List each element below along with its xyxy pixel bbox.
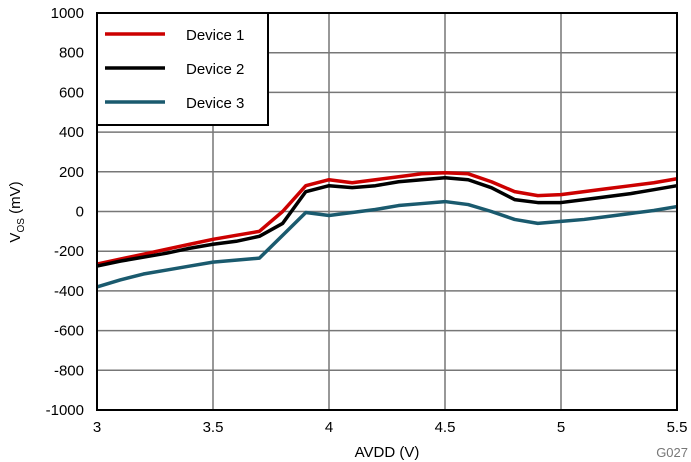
series-line-device-3 xyxy=(96,199,678,289)
legend-label: Device 2 xyxy=(186,61,244,78)
x-axis-label: AVDD (V) xyxy=(355,444,420,461)
x-tick-label: 5.5 xyxy=(667,419,688,436)
plot-frame xyxy=(96,12,678,411)
x-tick-label: 3.5 xyxy=(203,419,224,436)
x-tick-label: 4 xyxy=(325,419,333,436)
legend-label: Device 3 xyxy=(186,95,244,112)
y-tick-label: 600 xyxy=(59,84,84,101)
y-tick-label: 0 xyxy=(76,204,84,221)
x-tick-label: 4.5 xyxy=(435,419,456,436)
series-line-device-2 xyxy=(96,176,678,268)
y-tick-label: -200 xyxy=(54,243,84,260)
series-line-device-1 xyxy=(96,171,678,266)
tick-labels: 3 3.5 4 4.5 5 5.5 -1000 -800 -600 -400 -200 0 200 400… xyxy=(46,5,688,436)
y-tick-label: -600 xyxy=(54,323,84,340)
legend: Device 1 Device 2 Device 3 xyxy=(96,12,269,126)
series-lines xyxy=(96,171,678,289)
y-tick-label: 400 xyxy=(59,124,84,141)
x-tick-label: 3 xyxy=(93,419,101,436)
y-tick-label: -800 xyxy=(54,362,84,379)
y-tick-label: 800 xyxy=(59,45,84,62)
figure-id: G027 xyxy=(656,445,688,460)
y-tick-label: 1000 xyxy=(51,5,84,22)
legend-label: Device 1 xyxy=(186,27,244,44)
y-axis-label: VOS (mV) xyxy=(7,181,27,242)
y-tick-label: 200 xyxy=(59,164,84,181)
y-tick-label: -400 xyxy=(54,283,84,300)
y-tick-label: -1000 xyxy=(46,402,84,419)
x-tick-label: 5 xyxy=(557,419,565,436)
